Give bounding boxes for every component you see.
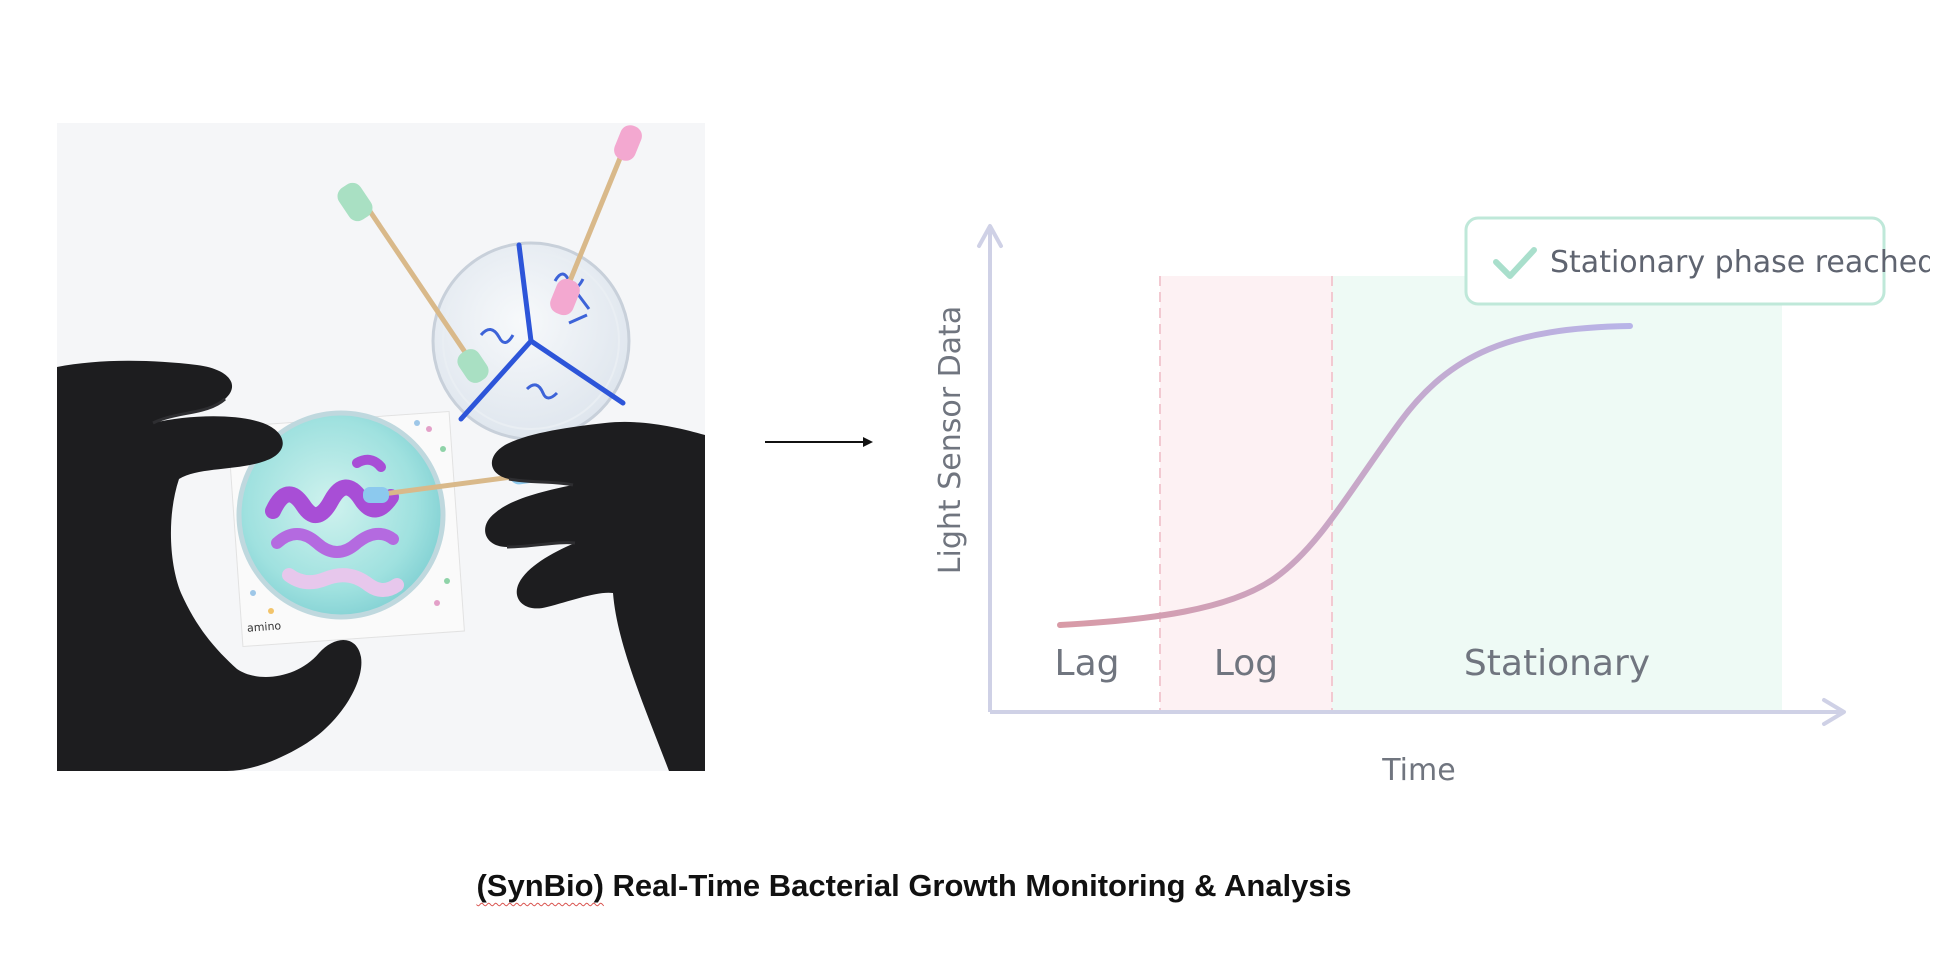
- packet-label: amino: [247, 619, 282, 634]
- caption-prefix: (SynBio): [476, 868, 604, 903]
- status-badge: Stationary phase reached: [1464, 216, 1930, 306]
- phase-label-stationary: Stationary: [1464, 643, 1650, 684]
- growth-curve-line: [1057, 323, 1633, 628]
- x-axis-arrowhead: [1822, 698, 1846, 726]
- phase-band-log: [1160, 276, 1332, 710]
- phase-label-log: Log: [1214, 643, 1278, 684]
- petri-dish-photo: amino: [57, 123, 705, 771]
- y-axis-title: Light Sensor Data: [933, 306, 968, 574]
- left-glove: [57, 360, 362, 771]
- y-axis-arrowhead: [977, 224, 1003, 248]
- phase-band-lag: [994, 276, 1160, 710]
- status-badge-box: [1464, 216, 1886, 306]
- process-arrow: [765, 437, 873, 447]
- figure-caption: (SynBio) Real-Time Bacterial Growth Moni…: [0, 868, 1828, 904]
- x-axis-title: Time: [1381, 753, 1455, 788]
- check-icon: [1493, 247, 1537, 279]
- phase-band-stationary: [1332, 276, 1782, 710]
- phase-label-lag: Lag: [1055, 643, 1120, 684]
- axes: [977, 224, 1846, 726]
- status-badge-text: Stationary phase reached: [1550, 245, 1930, 280]
- caption-text: Real-Time Bacterial Growth Monitoring & …: [603, 868, 1352, 903]
- right-glove: [485, 421, 705, 771]
- growth-curve-chart: Lag Log Stationary Light Sensor Data Time …: [933, 216, 1930, 788]
- swabs: [337, 125, 642, 383]
- sectioned-petri-dish: [431, 241, 631, 441]
